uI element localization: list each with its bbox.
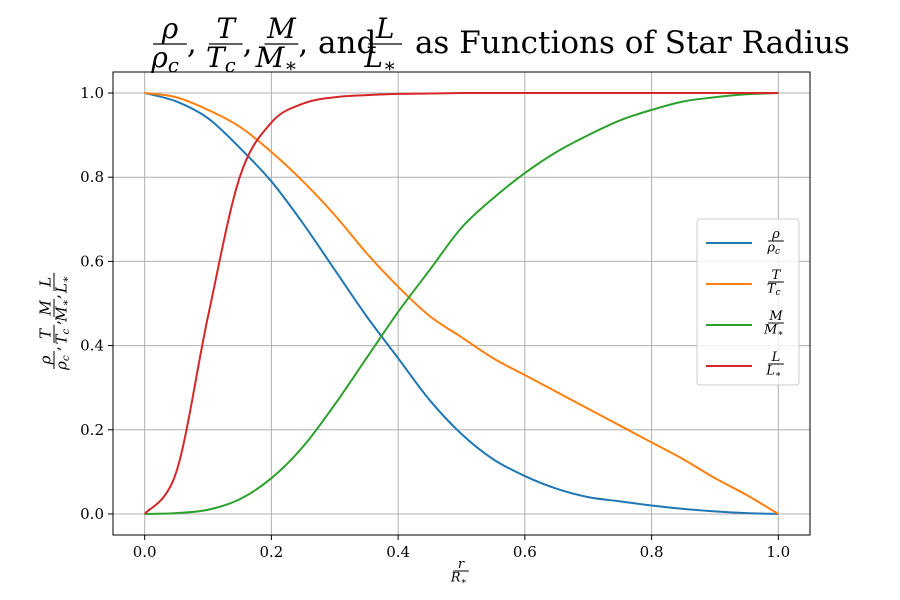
x-label-fraction: rR∗ (450, 557, 469, 587)
y-label-fraction-3: MM∗ (37, 298, 72, 323)
y-tick-label-6: 1.0 (80, 84, 104, 102)
legend-label-3-numerator: M (768, 309, 783, 324)
title-fraction-3-numerator: M (266, 12, 297, 45)
title-fraction-4: LL∗ (363, 12, 403, 77)
title-fraction-4-numerator: L (375, 12, 395, 45)
title-separator-3: , and (298, 25, 376, 61)
title-fraction-2: TTc (206, 12, 243, 77)
x-tick-label-4: 0.6 (513, 543, 537, 561)
x-tick-label-5: 0.8 (640, 543, 664, 561)
title-suffix: as Functions of Star Radius (415, 25, 850, 61)
y-label-fraction-3-numerator: M (37, 300, 55, 317)
series-line-4 (143, 92, 779, 515)
y-label-separator-2: , (45, 320, 63, 325)
y-label-fraction-4-numerator: L (37, 277, 55, 288)
y-label-fraction-2-numerator: T (37, 328, 55, 339)
y-tick-label-1: 0.0 (80, 505, 104, 523)
title-fraction-3: MM∗ (255, 12, 299, 77)
y-axis-label: ρρc,TTc,MM∗,LL∗ (37, 272, 72, 371)
y-label-separator-3: , (45, 294, 63, 299)
y-label-fraction-3-denominator: M∗ (52, 299, 72, 323)
y-label-fraction-4-denominator: L∗ (52, 276, 72, 294)
series-line-2 (144, 92, 779, 515)
title-fraction-2-numerator: T (216, 12, 237, 45)
y-label-fraction-2: TTc (37, 324, 72, 345)
series-line-3 (144, 92, 779, 515)
y-tick-label-3: 0.4 (80, 337, 104, 355)
y-label-fraction-2-denominator: Tc (52, 328, 72, 344)
y-label-fraction-4: LL∗ (37, 272, 72, 294)
x-tick-label-6: 1.0 (766, 543, 790, 561)
x-tick-label-2: 0.2 (259, 543, 283, 561)
title-fraction-1-numerator: ρ (161, 12, 179, 45)
series-lines (143, 92, 779, 515)
grid (113, 72, 810, 535)
y-tick-label-2: 0.2 (80, 421, 104, 439)
x-tick-label-3: 0.4 (386, 543, 410, 561)
title-fraction-1: ρρc (150, 12, 187, 77)
y-label-separator-1: , (45, 346, 63, 351)
plot-frame (112, 71, 811, 536)
x-label-fraction-numerator: r (458, 557, 465, 572)
title-fraction-2-denominator: Tc (206, 41, 236, 77)
series-line-1 (144, 92, 779, 515)
y-label-fraction-1-denominator: ρc (52, 355, 72, 371)
y-label-fraction-1: ρρc (37, 350, 72, 371)
y-tick-label-4: 0.6 (80, 252, 104, 270)
title-separator-1: , (187, 25, 197, 61)
legend-label-4-numerator: L (771, 350, 781, 365)
legend-box (696, 218, 800, 386)
y-tick-label-5: 0.8 (80, 168, 104, 186)
x-tick-label-1: 0.0 (133, 543, 157, 561)
x-axis-label: rR∗ (450, 557, 469, 587)
title-separator-2: , (243, 25, 253, 61)
chart-title: ρρc, TTc, MM∗, and LL∗as Functions of Star … (150, 12, 849, 77)
y-label-fraction-1-numerator: ρ (37, 355, 55, 365)
axis-ticks: 0.0 0.2 0.4 0.6 0.8 1.0 0.0 0.2 0.4 0.6 0.8 1.0 (80, 84, 790, 561)
legend-label-2-numerator: T (772, 268, 782, 283)
legend-label-1-numerator: ρ (771, 227, 780, 242)
x-label-fraction-denominator: R∗ (450, 571, 467, 587)
